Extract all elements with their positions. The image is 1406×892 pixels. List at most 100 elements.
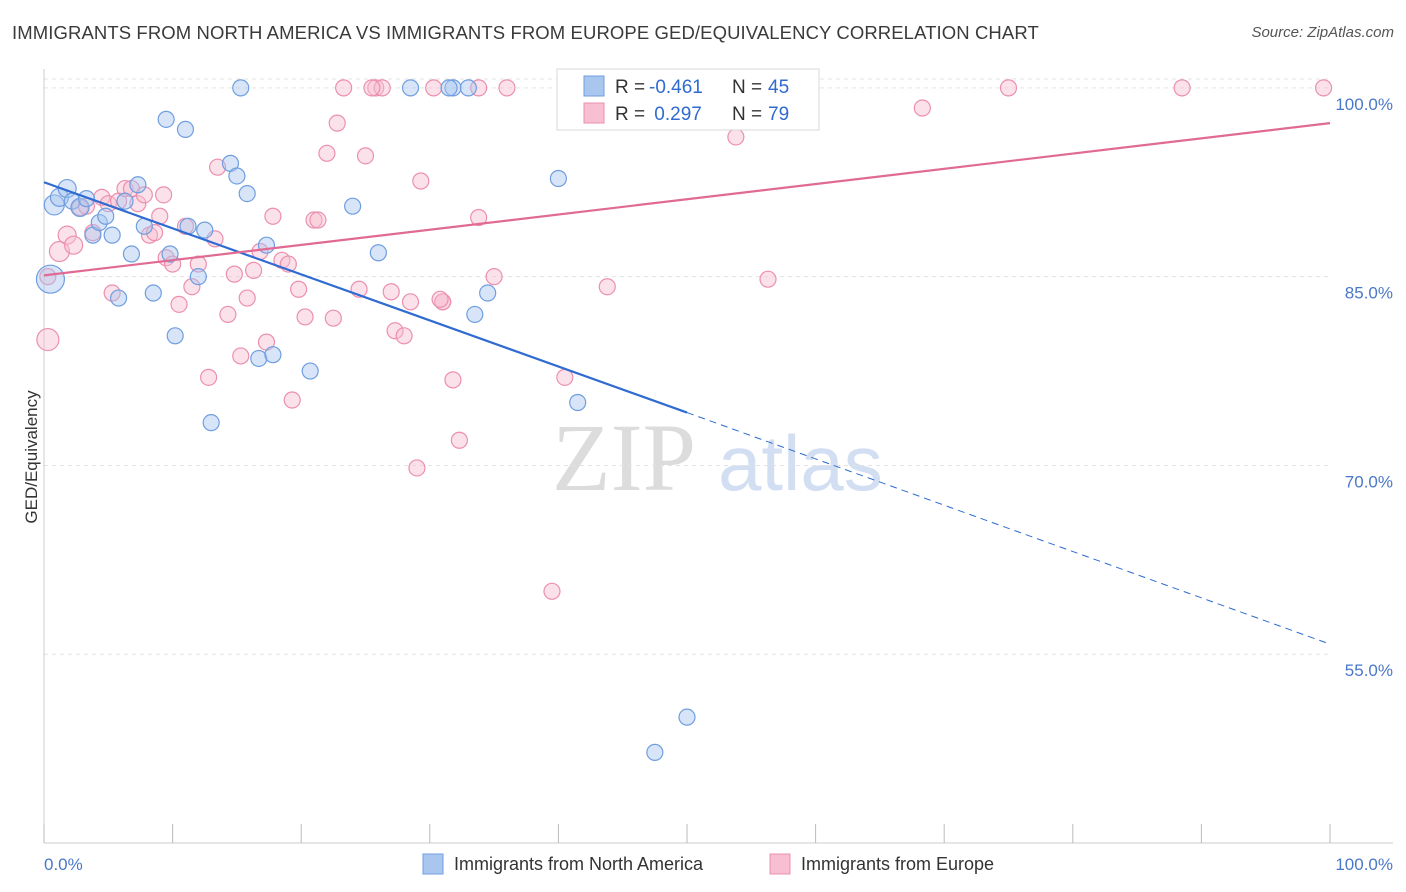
europe-point-70 [999,79,1018,97]
series-legend: Immigrants from North America Immigrants… [422,853,994,875]
north-america-point-40 [549,169,568,188]
legend-swatch-north-america [583,75,605,97]
europe-point-68 [759,270,777,288]
europe-point-38 [290,280,308,298]
europe-point-30 [238,289,256,307]
europe-point-74 [363,79,381,97]
europe-point-63 [543,582,561,600]
legend-n-label-2: N = [732,104,762,125]
y-tick-label-1: 70.0% [1345,472,1393,491]
europe-point-76 [39,268,57,286]
north-america-point-27 [232,79,250,97]
north-america-point-41 [569,393,587,412]
europe-point-37 [283,391,301,409]
europe-point-2 [57,225,77,245]
europe-point-72 [1314,79,1333,97]
north-america-point-10 [103,226,121,244]
north-america-point-24 [202,414,220,432]
europe-point-62 [408,459,426,477]
europe-point-3 [63,235,84,255]
europe-point-14 [135,186,153,204]
series-europe-points [36,79,1333,600]
europe-point-59 [470,208,488,227]
trendline-north-america-extension [686,412,1331,645]
x-tick-label-1: 100.0% [1335,855,1393,874]
europe-point-20 [170,295,188,313]
europe-point-48 [367,79,385,97]
europe-point-67 [727,128,745,146]
europe-point-45 [335,79,353,97]
europe-point-0 [36,327,60,352]
y-tick-label-2: 85.0% [1345,284,1393,303]
legend-r-value-1: -0.461 [649,77,703,98]
europe-point-28 [225,265,243,283]
north-america-point-39 [479,284,497,302]
europe-point-39 [296,308,314,326]
series-north-america-points [35,79,696,761]
europe-point-52 [395,327,413,345]
north-america-point-0 [35,264,66,294]
europe-point-58 [450,431,468,449]
north-america-point-18 [161,245,179,263]
europe-point-29 [232,347,250,365]
north-america-point-35 [401,79,420,97]
legend-n-value-1: 45 [768,77,789,98]
north-america-point-12 [116,192,134,210]
legend-swatch-europe [583,102,605,124]
north-america-point-31 [264,346,282,364]
bottom-legend-label-north-america: Immigrants from North America [454,854,704,874]
north-america-point-13 [122,245,141,263]
correlation-legend: R = -0.461 N = 45 R = 0.297 N = 79 [556,68,820,131]
north-america-point-44 [440,79,458,97]
europe-point-11 [116,179,134,198]
bottom-legend-swatch-north-america [422,853,444,875]
trendline-europe [43,122,1331,277]
europe-point-16 [145,224,164,242]
north-america-point-5 [70,197,90,218]
europe-point-24 [200,368,218,386]
north-america-point-16 [144,284,162,302]
north-america-point-9 [97,207,115,225]
north-america-point-14 [129,176,147,194]
legend-n-value-2: 79 [768,104,789,125]
watermark-atlas: atlas [718,419,883,507]
chart-source: Source: ZipAtlas.com [1251,24,1394,41]
north-america-point-17 [157,110,175,128]
north-america-point-43 [646,743,664,761]
europe-point-13 [129,195,147,213]
europe-point-60 [485,268,503,286]
europe-point-43 [324,309,342,327]
europe-point-50 [382,283,400,301]
europe-point-55 [425,79,443,97]
europe-point-41 [309,211,327,229]
europe-point-65 [598,278,616,296]
europe-point-54 [412,172,430,190]
europe-point-44 [328,114,346,132]
legend-r-value-2: 0.297 [649,104,702,125]
europe-point-26 [209,158,227,176]
x-tick-label-0: 0.0% [44,855,83,874]
north-america-point-8 [90,213,108,232]
axes [43,69,1393,844]
north-america-point-38 [466,305,484,324]
europe-point-31 [245,261,263,279]
y-tick-label-0: 55.0% [1345,661,1393,680]
europe-point-47 [356,147,375,165]
bottom-legend-swatch-europe [769,853,791,875]
north-america-point-37 [459,79,477,97]
chart-title: IMMIGRANTS FROM NORTH AMERICA VS IMMIGRA… [12,22,1039,43]
legend-r-label-2: R = [615,104,645,125]
europe-point-69 [913,99,931,117]
europe-point-78 [431,290,449,308]
north-america-point-29 [250,349,268,368]
europe-point-71 [1173,79,1191,97]
north-america-point-42 [678,708,696,726]
europe-point-77 [154,186,173,204]
trendlines [43,122,1331,645]
watermark: ZIP atlas [552,404,883,511]
europe-point-34 [264,207,282,225]
y-axis-label: GED/Equivalency [22,390,41,524]
bottom-legend-label-europe: Immigrants from Europe [801,854,994,874]
y-tick-labels: 55.0% 70.0% 85.0% 100.0% [1335,95,1393,680]
